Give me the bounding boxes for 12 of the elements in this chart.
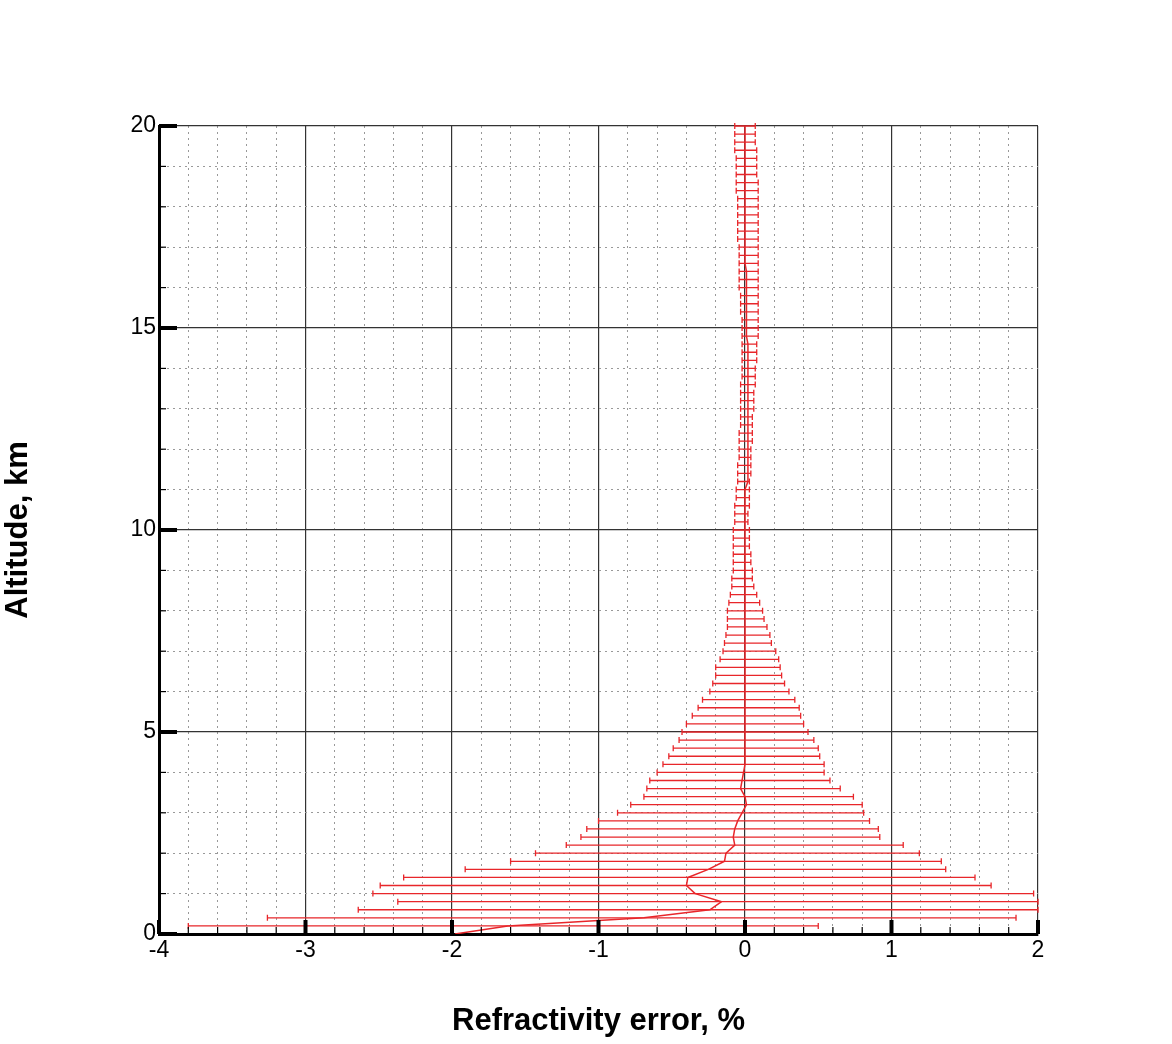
y-tick-label: 10 xyxy=(130,515,156,542)
x-tick-label: 0 xyxy=(738,936,752,963)
y-tick-label: 20 xyxy=(130,111,156,138)
x-tick-label: 2 xyxy=(1031,936,1045,963)
x-axis-title: Refractivity error, % xyxy=(452,1001,745,1037)
x-tick-label: -1 xyxy=(588,936,609,963)
x-tick-label: -3 xyxy=(295,936,316,963)
y-axis-title: Altitude, km xyxy=(0,441,35,619)
x-tick-label: -2 xyxy=(441,936,463,963)
x-tick-label: 1 xyxy=(885,936,898,963)
y-tick-label: 5 xyxy=(143,717,156,744)
y-tick-label: 15 xyxy=(130,313,156,340)
